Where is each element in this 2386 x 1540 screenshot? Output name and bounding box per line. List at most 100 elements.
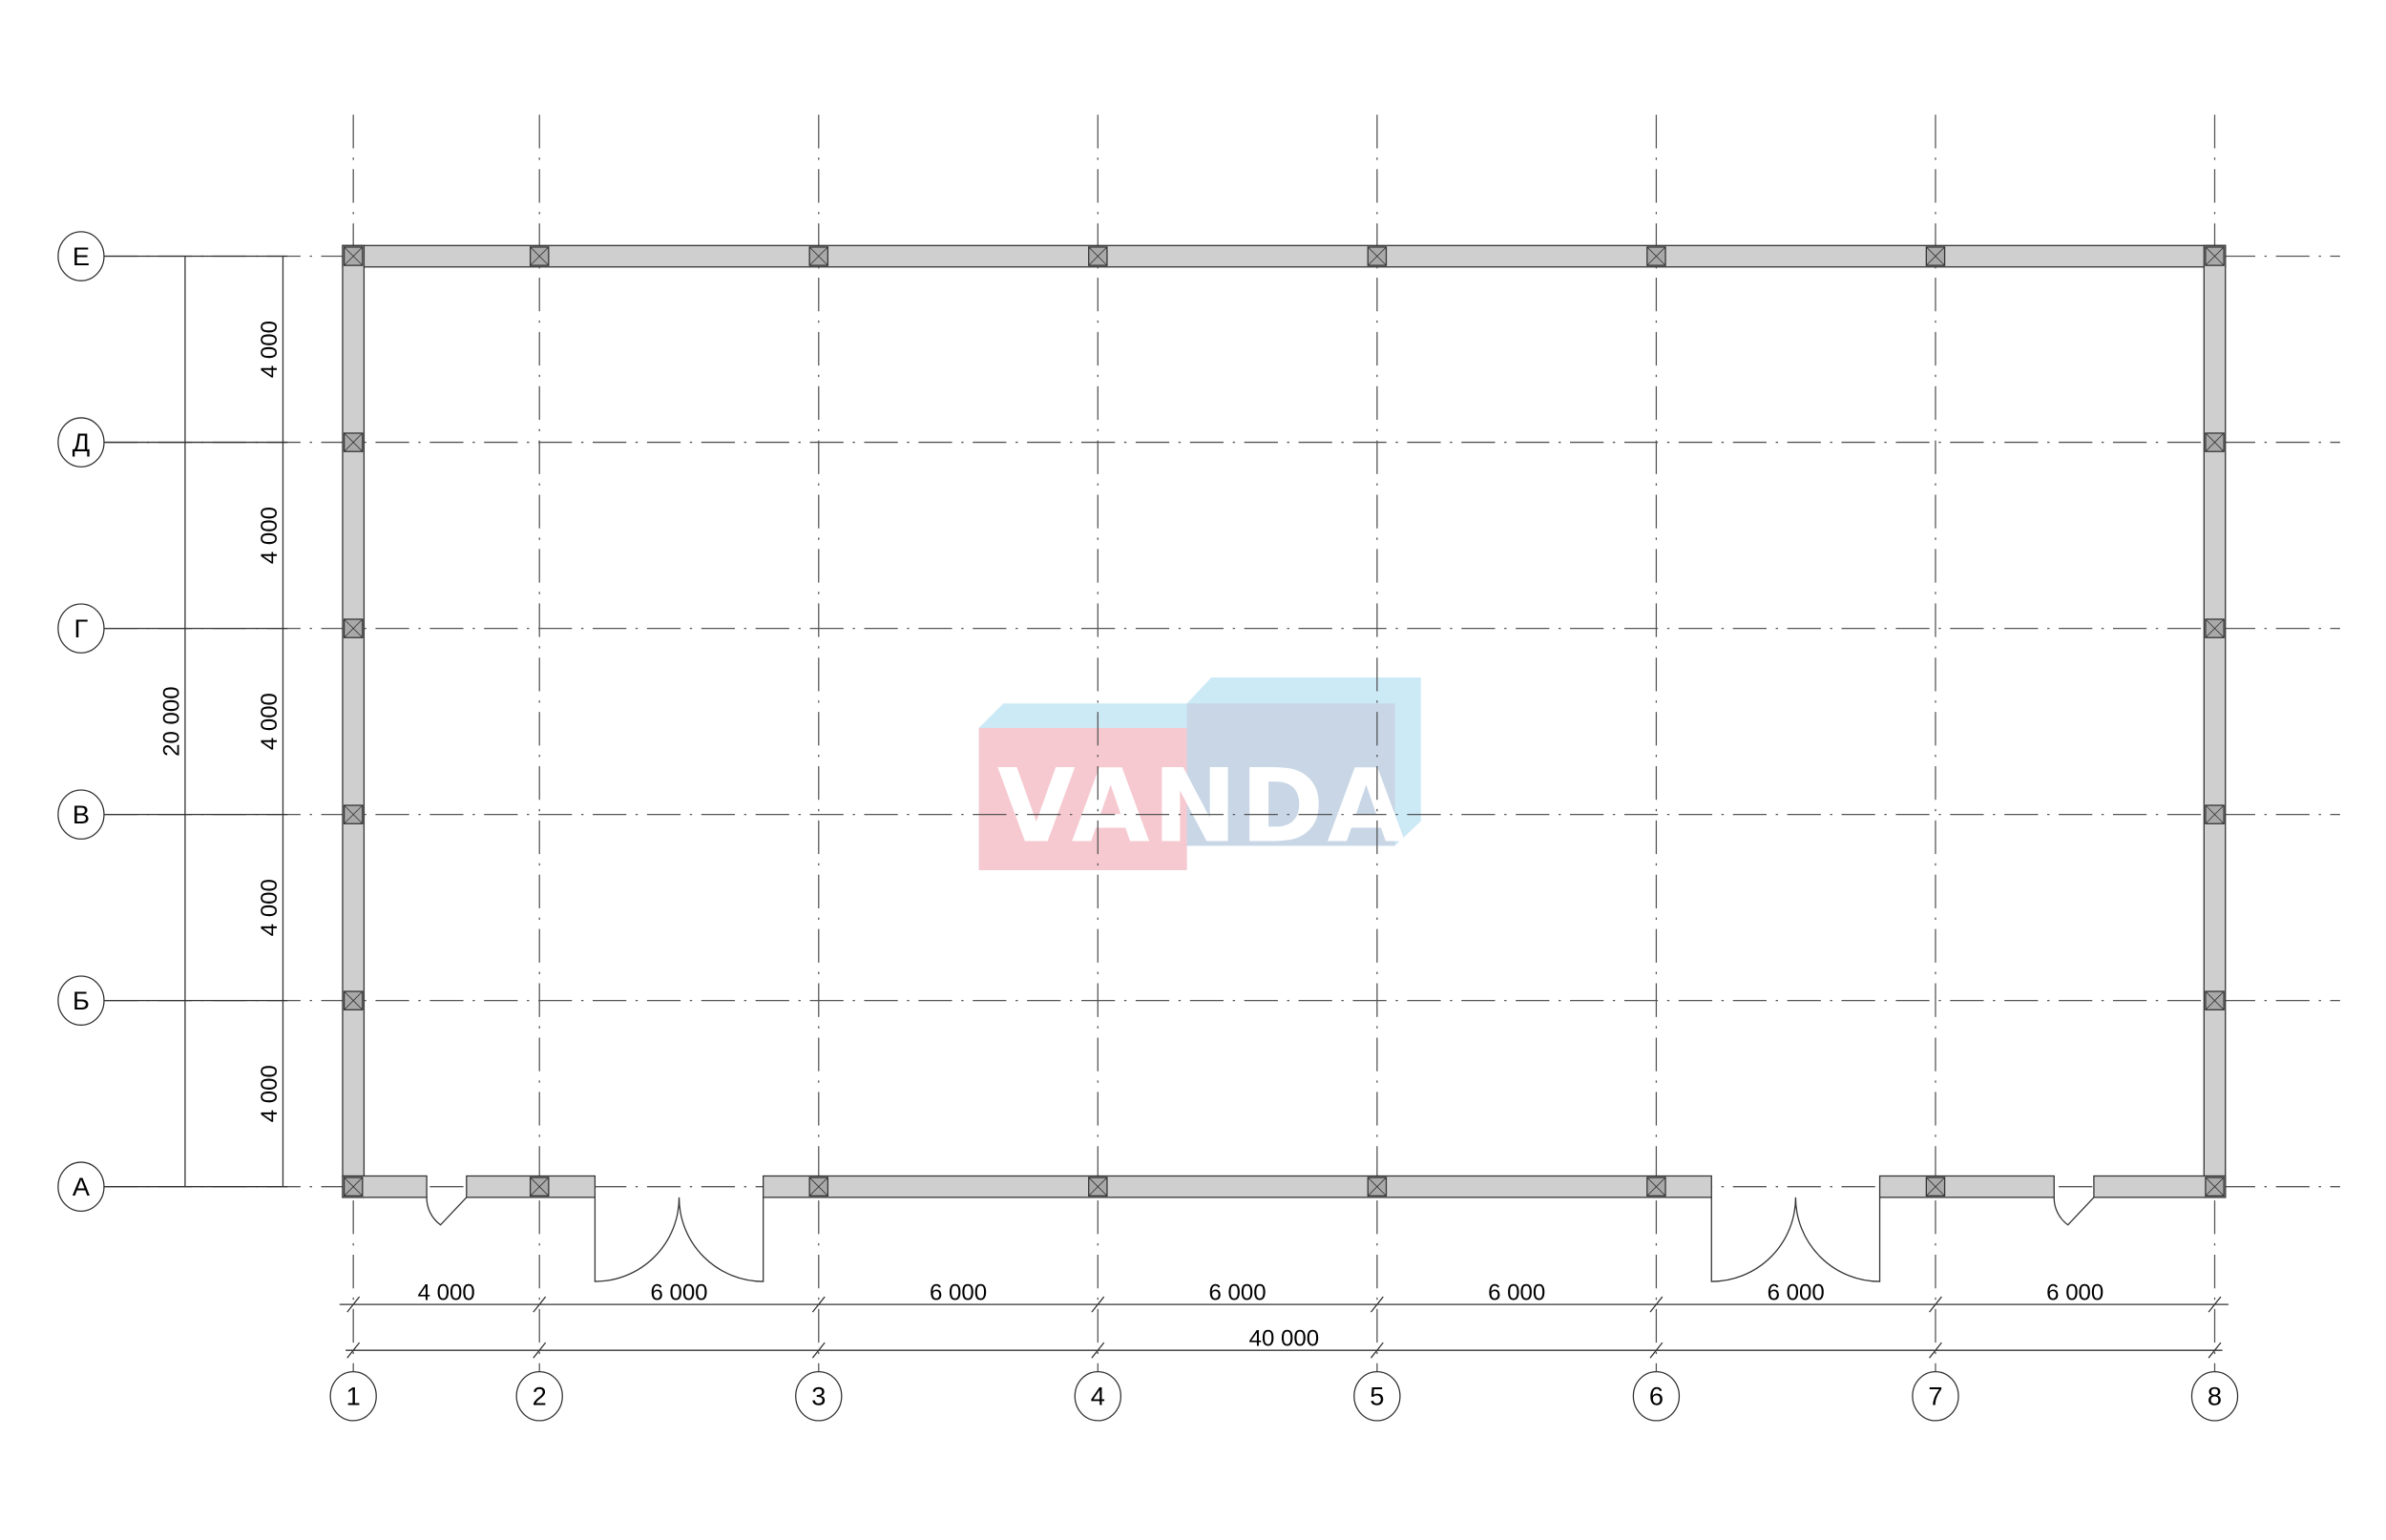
wall-bottom-segment: [1878, 1175, 2055, 1198]
dimension-tick: [1370, 1342, 1384, 1359]
axis-bubble-5: [1353, 1370, 1401, 1422]
dimension-label: 4 000: [257, 879, 283, 936]
axis-bubble-Е: [57, 231, 105, 281]
dimension-tick: [1929, 1296, 1942, 1313]
column-cross: [344, 804, 364, 824]
column-cross: [2205, 432, 2225, 452]
axis-label: 8: [2208, 1382, 2222, 1411]
axis-label: А: [73, 1172, 91, 1201]
axis-label: Е: [73, 241, 90, 271]
dimension-tick: [2208, 1342, 2222, 1359]
axis-bubble-7: [1912, 1370, 1959, 1422]
axis-bubble-4: [1074, 1370, 1121, 1422]
dimension-tick: [533, 1296, 547, 1313]
column-cross: [1088, 246, 1108, 266]
axis-label: 4: [1091, 1382, 1105, 1411]
overall-width-label: 40 000: [1249, 1325, 1319, 1351]
axis-label: Б: [73, 986, 90, 1015]
dimension-label: 4 000: [257, 321, 283, 378]
axis-bubble-8: [2190, 1370, 2239, 1422]
dimension-tick: [533, 1342, 547, 1359]
double-door: [1710, 1197, 1881, 1282]
watermark-blue-block: [1186, 703, 1395, 846]
dimension-label: 4 000: [257, 1065, 283, 1122]
column-cross: [344, 990, 364, 1010]
wall-left: [342, 244, 366, 1198]
axis-label: 7: [1928, 1382, 1942, 1411]
column-cross: [1646, 246, 1666, 266]
dimension-tick: [1649, 1296, 1664, 1313]
column-cross: [1646, 1176, 1666, 1197]
dimension-label: 6 000: [1209, 1280, 1266, 1305]
column-cross: [530, 1176, 550, 1197]
axis-bubble-2: [515, 1370, 563, 1422]
watermark-pink-block: [978, 727, 1187, 870]
column-cross: [2205, 618, 2225, 638]
column-cross: [530, 246, 550, 266]
dimension-label: 4 000: [257, 507, 283, 564]
dimensions: 4 000 6 000 6 000 6 000 6 000 6 000 6 000 40 00…: [103, 255, 2229, 1359]
wall-bottom-segment: [763, 1175, 1712, 1198]
dimension-tick: [346, 1342, 361, 1359]
doors: [426, 1197, 2095, 1282]
axis-bubble-3: [795, 1370, 843, 1422]
axis-label: 6: [1649, 1382, 1664, 1411]
vanda-watermark-logo: VANDA: [978, 677, 1421, 870]
dimension-tick: [811, 1342, 826, 1359]
dimension-tick: [2208, 1296, 2222, 1313]
single-door: [426, 1197, 468, 1226]
dimension-label: 6 000: [650, 1280, 707, 1305]
wall-right: [2203, 244, 2227, 1198]
dimension-label: 6 000: [2046, 1280, 2103, 1305]
column-cross: [344, 618, 364, 638]
watermark-text: VANDA: [997, 748, 1409, 865]
dimension-label: 6 000: [1488, 1280, 1545, 1305]
axis-bubble-6: [1632, 1370, 1681, 1422]
dimension-tick: [1091, 1342, 1105, 1359]
column-cross: [2205, 246, 2225, 266]
column-cross: [344, 1176, 364, 1197]
axis-bubble-Б: [57, 975, 105, 1026]
column-cross: [1367, 246, 1387, 266]
axis-bubble-Д: [57, 417, 105, 468]
axis-bubble-1: [329, 1370, 377, 1422]
dimension-tick: [811, 1296, 826, 1313]
column-cross: [1367, 1176, 1387, 1197]
wall-bottom-segment: [342, 1175, 428, 1198]
walls: [342, 244, 2227, 1198]
overall-height-label: 20 000: [159, 686, 185, 756]
axis-label: 2: [533, 1382, 547, 1411]
axis-label: В: [73, 800, 90, 829]
dimension-tick: [1370, 1296, 1384, 1313]
dimension-tick: [1929, 1342, 1942, 1359]
dimension-label: 6 000: [930, 1280, 987, 1305]
column-cross: [808, 246, 828, 266]
column-cross: [1926, 246, 1945, 266]
axis-label: Г: [74, 614, 89, 643]
column-cross: [344, 432, 364, 452]
columns: [343, 246, 2225, 1197]
column-cross: [1088, 1176, 1108, 1197]
dimension-tick: [346, 1296, 361, 1313]
dimension-label: 4 000: [418, 1280, 475, 1305]
axis-bubble-А: [57, 1161, 105, 1212]
dimension-tick: [1649, 1342, 1664, 1359]
column-cross: [2205, 990, 2225, 1010]
double-door: [594, 1197, 764, 1282]
wall-bottom-segment: [2093, 1175, 2227, 1198]
axis-bubbles: 1 2 3 4 5 6 7 8 А Б В Г Д Е: [57, 231, 2239, 1422]
axis-bubble-Г: [57, 603, 105, 654]
column-cross: [2205, 1176, 2225, 1197]
column-cross: [2205, 804, 2225, 824]
dimension-label: 4 000: [257, 693, 283, 750]
column-cross: [344, 246, 364, 266]
axis-bubble-В: [57, 789, 105, 840]
axis-label: 1: [346, 1382, 361, 1411]
single-door: [2053, 1197, 2095, 1226]
axis-label: 5: [1370, 1382, 1384, 1411]
column-cross: [808, 1176, 828, 1197]
axis-label: 3: [811, 1382, 826, 1411]
dimension-tick: [1091, 1296, 1105, 1313]
column-cross: [1926, 1176, 1945, 1197]
